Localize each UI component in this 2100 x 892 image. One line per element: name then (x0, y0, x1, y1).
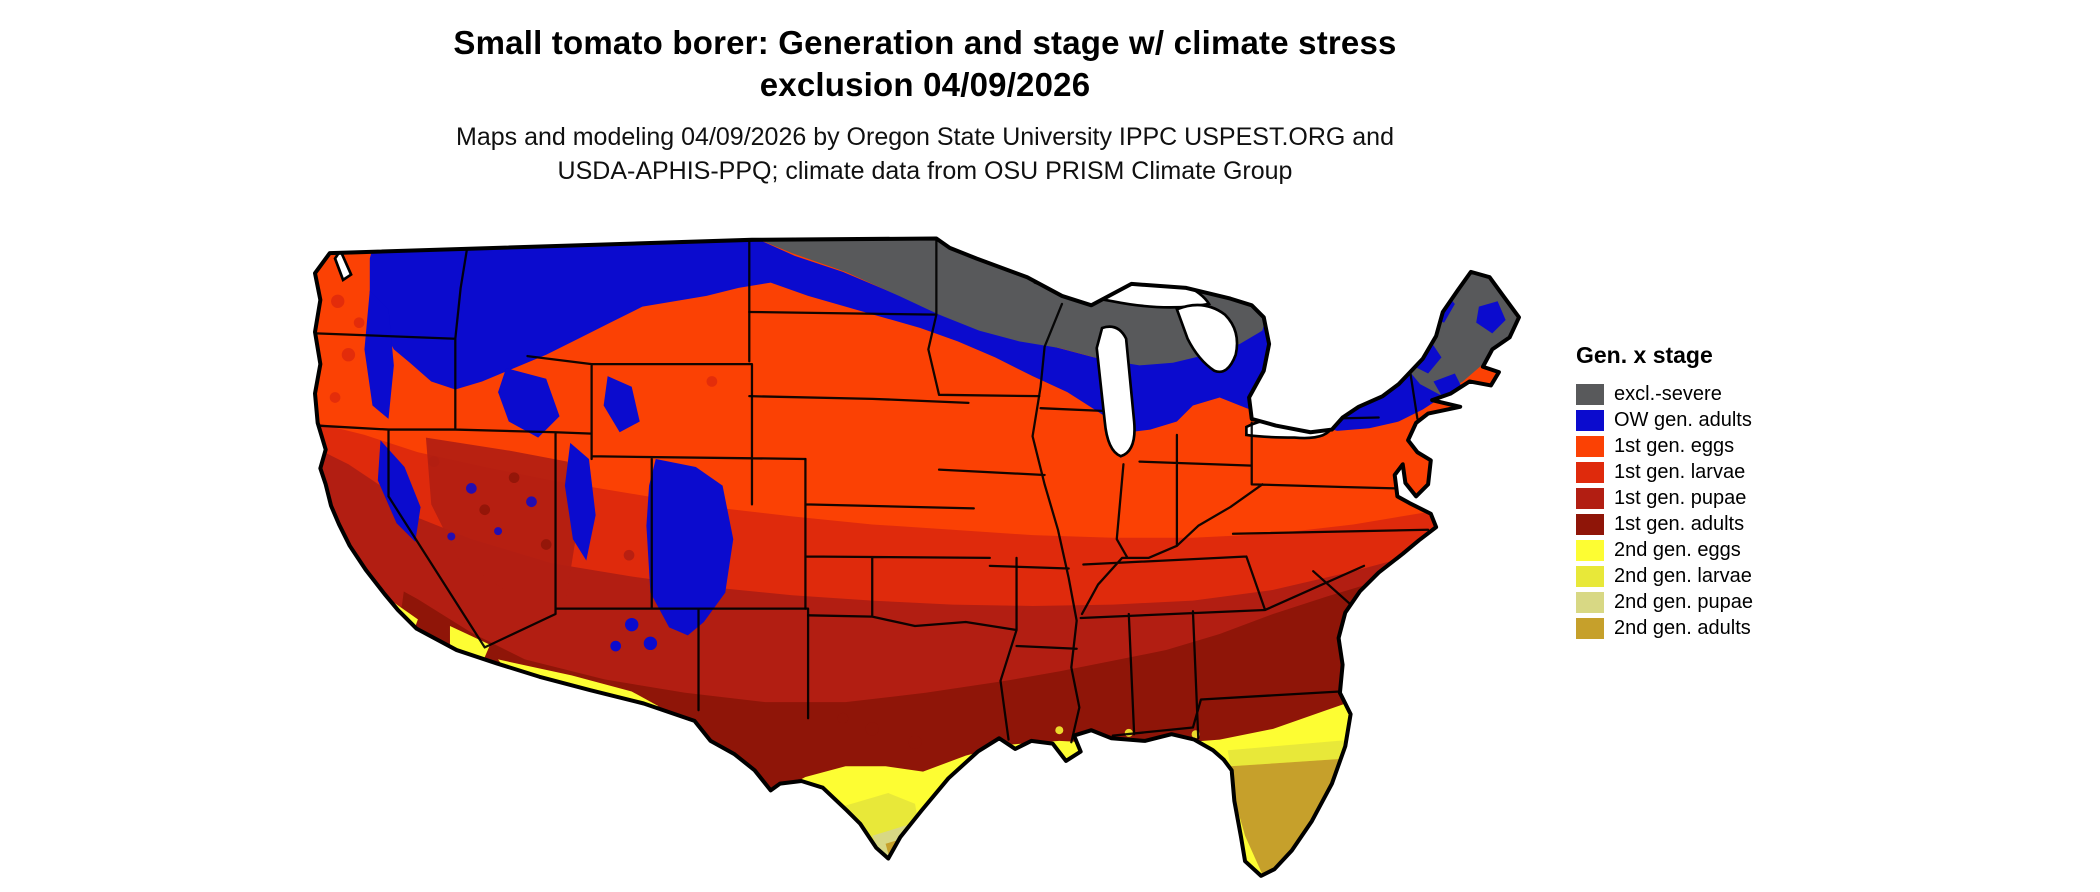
us-map (311, 221, 1527, 884)
legend-item-label: 1st gen. eggs (1614, 435, 1735, 457)
header: Small tomato borer: Generation and stage… (275, 22, 1575, 188)
page-title-line2: exclusion 04/09/2026 (759, 66, 1091, 103)
lake-huron (1175, 303, 1239, 374)
region-florida-2nd-larvae (1227, 739, 1354, 767)
legend-item-label: 2nd gen. pupae (1614, 591, 1754, 613)
region-se-california-2nd-eggs (449, 625, 491, 664)
legend-item: excl.-severe (1576, 381, 1896, 407)
us-map-svg (313, 236, 1521, 878)
legend-item: 2nd gen. eggs (1576, 537, 1896, 563)
legend-item-label: 1st gen. pupae (1614, 487, 1747, 509)
region-ow-gen-adults (369, 238, 1474, 433)
legend-item-label: 2nd gen. larvae (1614, 565, 1752, 587)
legend-item-label: OW gen. adults (1614, 409, 1752, 431)
lake-ontario (1327, 379, 1385, 400)
legend-item-label: 2nd gen. adults (1614, 617, 1751, 639)
subtitle-line1: Maps and modeling 04/09/2026 by Oregon S… (456, 123, 1394, 151)
map-subtitle: Maps and modeling 04/09/2026 by Oregon S… (275, 120, 1575, 188)
map-fill-regions (315, 238, 1519, 876)
legend-item: 2nd gen. adults (1576, 615, 1896, 641)
legend-item: 1st gen. adults (1576, 511, 1896, 537)
legend-swatch-2nd-gen-adults (1576, 617, 1604, 639)
legend-swatch-1st-gen-adults (1576, 513, 1604, 535)
legend-item-label: excl.-severe (1614, 383, 1722, 405)
legend-item: 1st gen. eggs (1576, 433, 1896, 459)
legend-swatch-2nd-gen-pupae (1576, 591, 1604, 613)
legend-item: OW gen. adults (1576, 407, 1896, 433)
legend-swatch-2nd-gen-eggs (1576, 539, 1604, 561)
state-borders (315, 238, 1430, 744)
legend-item: 1st gen. larvae (1576, 459, 1896, 485)
legend-swatch-1st-gen-pupae (1576, 487, 1604, 509)
us-outline (313, 236, 1521, 878)
legend: Gen. x stage excl.-severe OW gen. adults… (1576, 342, 1896, 641)
legend-item-label: 1st gen. larvae (1614, 461, 1746, 483)
region-florida-2nd-adults (1230, 758, 1351, 875)
subtitle-line2: USDA-APHIS-PPQ; climate data from OSU PR… (557, 157, 1293, 185)
puget-sound (333, 247, 353, 282)
legend-swatch-1st-gen-larvae (1576, 461, 1604, 483)
legend-swatch-ow-gen-adults (1576, 409, 1604, 431)
legend-swatch-excl-severe (1576, 383, 1604, 405)
region-great-basin-pupae (425, 437, 576, 606)
legend-item-label: 2nd gen. eggs (1614, 539, 1741, 561)
legend-item: 1st gen. pupae (1576, 485, 1896, 511)
legend-swatch-2nd-gen-larvae (1576, 565, 1604, 587)
legend-item-label: 1st gen. adults (1614, 513, 1745, 535)
region-california-pupae (315, 445, 408, 620)
page-title-line1: Small tomato borer: Generation and stage… (453, 24, 1397, 61)
legend-swatch-1st-gen-eggs (1576, 435, 1604, 457)
legend-item: 2nd gen. larvae (1576, 563, 1896, 589)
legend-item: 2nd gen. pupae (1576, 589, 1896, 615)
region-excl-severe-north (755, 238, 1267, 366)
lake-michigan (1095, 325, 1136, 458)
legend-title: Gen. x stage (1576, 342, 1713, 368)
